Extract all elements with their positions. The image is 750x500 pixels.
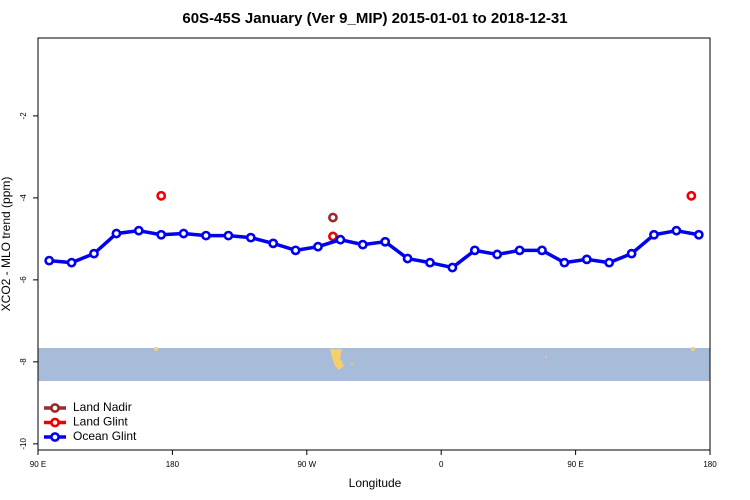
data-point (425, 257, 435, 268)
legend-label: Land Glint (73, 415, 128, 429)
ocean-map (38, 348, 710, 381)
data-point (626, 248, 637, 259)
data-point (223, 230, 234, 241)
data-point (469, 245, 480, 256)
chart-title: 60S-45S January (Ver 9_MIP) 2015-01-01 t… (182, 10, 567, 27)
x-tick-label: 90 E (30, 460, 46, 469)
data-point (201, 230, 211, 241)
y-tick-label: -8 (19, 358, 28, 366)
data-point (66, 257, 77, 268)
data-point (686, 190, 697, 201)
data-point (156, 229, 167, 240)
data-point (357, 239, 368, 250)
data-point (89, 248, 99, 259)
plot-frame (37, 37, 711, 451)
data-point (447, 262, 458, 273)
data-point (581, 254, 592, 265)
data-point (514, 245, 525, 256)
map-strip (38, 347, 710, 381)
x-tick-label: 90 E (567, 460, 583, 469)
data-point (178, 228, 189, 239)
data-point (649, 229, 659, 240)
y-tick-label: -6 (19, 276, 28, 284)
y-tick-label: -10 (19, 438, 28, 450)
data-point (671, 225, 682, 236)
data-point (111, 228, 122, 239)
data-point (402, 253, 413, 264)
data-point (44, 255, 55, 266)
data-point (313, 241, 323, 252)
y-tick-label: -2 (19, 112, 28, 120)
x-axis-label: Longitude (349, 476, 402, 490)
data-point (133, 225, 144, 236)
data-point (537, 245, 547, 256)
legend-marker (50, 417, 60, 428)
land-map (691, 347, 695, 351)
y-axis-label: XCO2 - MLO trend (ppm) (0, 177, 13, 312)
legend-label: Ocean Glint (73, 429, 137, 443)
data-point (290, 245, 301, 256)
land-map (154, 347, 158, 351)
data-point (268, 238, 279, 249)
land-map (330, 349, 344, 370)
data-point (693, 229, 704, 240)
x-tick-label: 0 (439, 460, 444, 469)
data-point (380, 236, 391, 247)
data-point (156, 190, 167, 201)
land-map (545, 356, 547, 358)
x-tick-label: 180 (703, 460, 717, 469)
legend-label: Land Nadir (73, 400, 132, 414)
land-map (351, 363, 353, 365)
legend-marker (50, 403, 60, 413)
data-point (492, 249, 503, 260)
data-point (335, 234, 346, 245)
data-point (604, 257, 615, 268)
x-tick-label: 180 (166, 460, 180, 469)
legend-marker (50, 432, 60, 442)
data-point (328, 231, 338, 242)
data-point (328, 212, 338, 223)
x-tick-label: 90 W (297, 460, 316, 469)
data-point (559, 257, 570, 268)
data-point (245, 232, 256, 243)
y-tick-label: -4 (19, 194, 28, 202)
